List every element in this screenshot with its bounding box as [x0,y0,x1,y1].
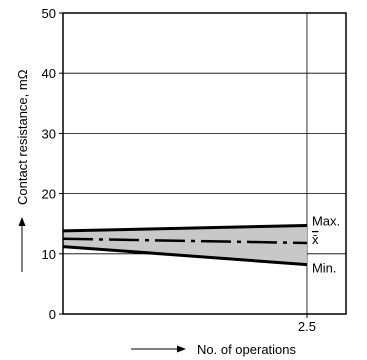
x-tick-label-2.5: 2.5 [298,319,316,334]
y-tick-label-40: 40 [42,66,56,81]
min-max-band [63,225,307,265]
x-axis-ticks: 2.5 [298,314,316,334]
y-tick-label-20: 20 [42,187,56,202]
series-line-mean [62,237,307,245]
y-axis-ticks: 0 10 20 30 40 50 [42,6,63,322]
x-axis-arrow-head [177,345,186,353]
y-axis-arrow-head [18,217,26,226]
y-tick-label-30: 30 [42,126,56,141]
series-label-mean: x̄ [312,232,319,247]
series-line-min [62,245,308,267]
plot-frame [62,12,347,315]
grid-lines [63,13,346,314]
x-axis-label: No. of operations [197,342,297,357]
series-line-max [62,224,307,233]
y-tick-label-50: 50 [42,6,56,21]
series-label-min: Min. [312,261,337,276]
y-tick-label-10: 10 [42,247,56,262]
y-tick-label-0: 0 [49,307,56,322]
y-axis-label: Contact resistance, mΩ [15,69,30,205]
series-label-max: Max. [312,214,340,229]
